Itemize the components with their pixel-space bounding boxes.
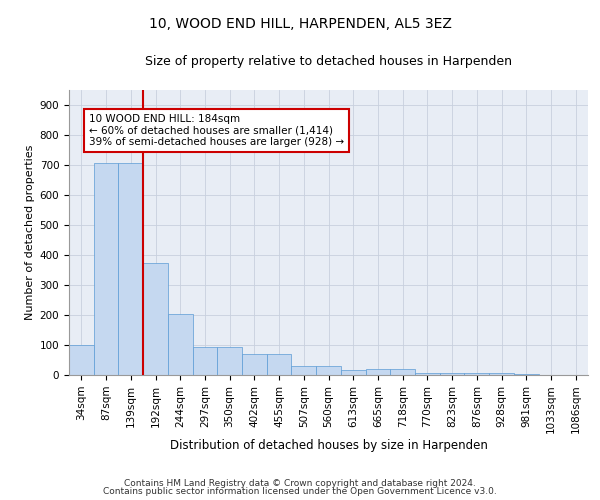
Bar xyxy=(217,347,242,375)
Bar xyxy=(464,372,489,375)
Bar xyxy=(267,354,292,375)
Bar xyxy=(316,366,341,375)
Y-axis label: Number of detached properties: Number of detached properties xyxy=(25,145,35,320)
Bar xyxy=(440,372,464,375)
Bar xyxy=(365,369,390,375)
Title: Size of property relative to detached houses in Harpenden: Size of property relative to detached ho… xyxy=(145,55,512,68)
X-axis label: Distribution of detached houses by size in Harpenden: Distribution of detached houses by size … xyxy=(170,439,487,452)
Bar xyxy=(94,163,118,375)
Bar xyxy=(390,369,415,375)
Bar xyxy=(292,366,316,375)
Bar xyxy=(341,370,365,375)
Text: Contains HM Land Registry data © Crown copyright and database right 2024.: Contains HM Land Registry data © Crown c… xyxy=(124,478,476,488)
Bar xyxy=(193,346,217,375)
Bar xyxy=(168,314,193,375)
Bar xyxy=(118,163,143,375)
Bar xyxy=(489,372,514,375)
Text: 10 WOOD END HILL: 184sqm
← 60% of detached houses are smaller (1,414)
39% of sem: 10 WOOD END HILL: 184sqm ← 60% of detach… xyxy=(89,114,344,147)
Bar xyxy=(242,354,267,375)
Bar xyxy=(69,345,94,375)
Text: 10, WOOD END HILL, HARPENDEN, AL5 3EZ: 10, WOOD END HILL, HARPENDEN, AL5 3EZ xyxy=(149,18,451,32)
Bar xyxy=(415,372,440,375)
Bar xyxy=(514,374,539,375)
Text: Contains public sector information licensed under the Open Government Licence v3: Contains public sector information licen… xyxy=(103,487,497,496)
Bar xyxy=(143,262,168,375)
